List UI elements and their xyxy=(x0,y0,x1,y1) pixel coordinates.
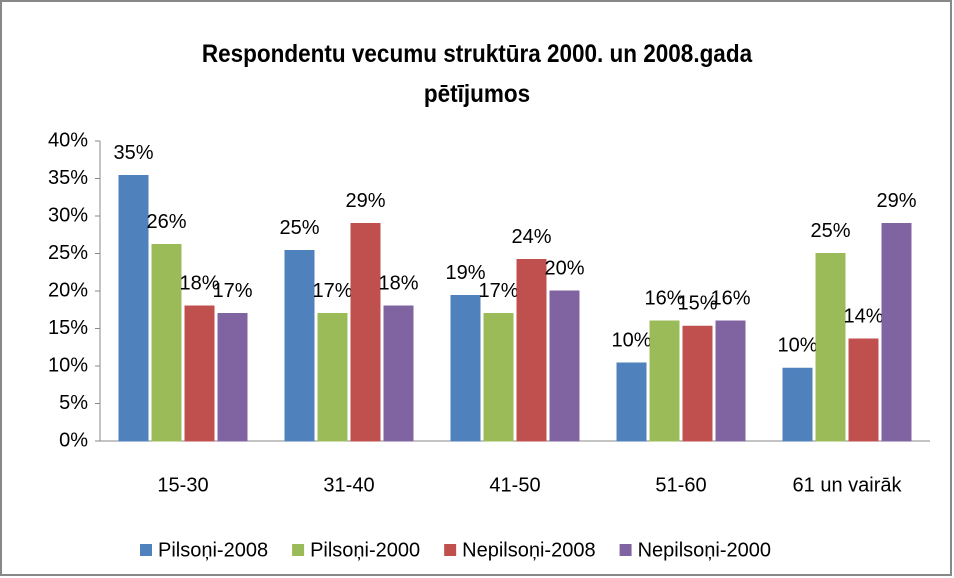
value-label: 10% xyxy=(777,335,817,357)
legend-swatch xyxy=(292,544,305,556)
bar xyxy=(350,223,381,442)
bar xyxy=(682,325,713,442)
bar xyxy=(549,290,580,442)
x-tick-label: 41-50 xyxy=(489,474,540,496)
bar xyxy=(317,313,348,442)
bar xyxy=(184,305,215,442)
x-tick-label: 61 un vairāk xyxy=(793,474,903,496)
chart-title: Respondentu vecumu struktūra 2000. un 20… xyxy=(201,40,753,108)
bar xyxy=(881,223,912,442)
legend-label: Pilsoņi-2000 xyxy=(310,539,420,561)
y-tick-label: 10% xyxy=(48,354,88,376)
value-label: 24% xyxy=(511,226,551,248)
value-label: 17% xyxy=(212,280,252,302)
y-tick-label: 40% xyxy=(48,129,88,151)
value-label: 19% xyxy=(445,262,485,284)
bar xyxy=(616,362,647,442)
value-label: 18% xyxy=(179,272,219,294)
y-tick-label: 5% xyxy=(59,392,88,414)
value-label: 29% xyxy=(876,190,916,212)
bar xyxy=(649,320,680,442)
bar xyxy=(151,244,182,442)
bar xyxy=(118,175,149,442)
bar xyxy=(848,338,879,442)
legend-label: Nepilsoņi-2008 xyxy=(462,539,595,561)
legend-swatch xyxy=(140,544,152,556)
bar xyxy=(383,305,414,442)
x-tick-label: 15-30 xyxy=(157,474,208,496)
value-label: 35% xyxy=(113,142,153,164)
y-tick-label: 35% xyxy=(48,167,88,189)
value-label: 14% xyxy=(843,305,883,327)
bar xyxy=(483,313,514,442)
value-label: 18% xyxy=(378,272,418,294)
legend-label: Pilsoņi-2008 xyxy=(158,539,268,561)
bar xyxy=(782,367,813,442)
bar xyxy=(815,253,846,442)
value-label: 29% xyxy=(345,190,385,212)
y-tick-label: 20% xyxy=(48,279,88,301)
x-tick-label: 51-60 xyxy=(655,474,706,496)
value-label: 26% xyxy=(146,211,186,233)
y-tick-label: 30% xyxy=(48,204,88,226)
bar xyxy=(715,320,746,442)
value-label: 20% xyxy=(544,257,584,279)
bar xyxy=(516,259,547,442)
value-label: 16% xyxy=(710,287,750,309)
y-tick-label: 0% xyxy=(59,429,88,451)
legend-label: Nepilsoņi-2000 xyxy=(638,539,771,561)
bar xyxy=(450,295,481,442)
bar xyxy=(217,313,248,442)
value-label: 16% xyxy=(644,287,684,309)
value-label: 15% xyxy=(677,293,717,315)
value-label: 10% xyxy=(611,329,651,351)
bar xyxy=(284,250,315,442)
y-tick-label: 25% xyxy=(48,242,88,264)
value-label: 17% xyxy=(312,280,352,302)
legend-swatch xyxy=(619,544,632,556)
value-label: 25% xyxy=(810,220,850,242)
legend-swatch xyxy=(444,544,457,556)
value-label: 17% xyxy=(478,280,518,302)
value-label: 25% xyxy=(279,217,319,239)
y-tick-label: 15% xyxy=(48,317,88,339)
x-tick-label: 31-40 xyxy=(323,474,374,496)
